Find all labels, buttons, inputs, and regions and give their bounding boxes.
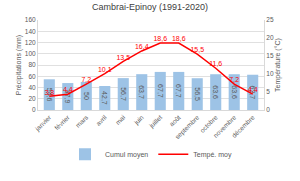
svg-text:Précipitations (mm): Précipitations (mm) (15, 35, 23, 95)
svg-text:11,6: 11,6 (209, 60, 222, 67)
svg-text:100: 100 (25, 50, 36, 57)
svg-text:47,9: 47,9 (64, 90, 71, 104)
svg-text:3,8: 3,8 (44, 89, 54, 96)
svg-text:25: 25 (266, 16, 274, 23)
svg-text:10,1: 10,1 (98, 66, 112, 73)
svg-text:20: 20 (266, 34, 274, 41)
svg-text:4,4: 4,4 (248, 86, 258, 93)
svg-text:20: 20 (28, 95, 36, 102)
svg-text:62,7: 62,7 (249, 85, 256, 99)
svg-text:janvier: janvier (33, 113, 53, 133)
svg-text:63,6: 63,6 (212, 85, 219, 99)
svg-text:160: 160 (25, 16, 36, 23)
svg-text:5: 5 (266, 88, 270, 95)
svg-text:18,6: 18,6 (172, 35, 186, 42)
svg-text:54,6: 54,6 (46, 88, 53, 102)
svg-text:avril: avril (94, 113, 108, 127)
svg-text:novembre: novembre (212, 113, 238, 139)
svg-text:décembre: décembre (230, 113, 256, 139)
svg-text:7,2: 7,2 (229, 76, 239, 83)
svg-text:15: 15 (266, 52, 274, 59)
svg-text:août: août (168, 113, 182, 127)
svg-text:7,2: 7,2 (81, 76, 91, 83)
svg-text:40: 40 (28, 84, 36, 91)
svg-text:42,7: 42,7 (101, 91, 108, 105)
svg-text:80: 80 (28, 61, 36, 68)
svg-text:56,5: 56,5 (194, 87, 201, 101)
svg-text:février: février (53, 113, 71, 131)
svg-text:15,5: 15,5 (190, 46, 204, 53)
svg-text:mai: mai (114, 114, 126, 126)
svg-text:120: 120 (25, 39, 36, 46)
svg-text:Tempé. moy: Tempé. moy (193, 151, 232, 159)
svg-text:56,7: 56,7 (120, 87, 127, 101)
svg-text:Température (°C): Température (°C) (274, 38, 282, 92)
svg-text:Cumul moyen: Cumul moyen (105, 151, 148, 159)
svg-text:18,6: 18,6 (153, 35, 167, 42)
svg-text:63,6: 63,6 (231, 85, 238, 99)
svg-text:Cambrai-Epinoy (1991-2020): Cambrai-Epinoy (1991-2020) (92, 2, 208, 12)
svg-text:67,7: 67,7 (157, 84, 164, 98)
svg-text:60: 60 (28, 73, 36, 80)
svg-text:50: 50 (83, 92, 90, 100)
svg-text:67,7: 67,7 (175, 84, 182, 98)
svg-text:4,4: 4,4 (63, 86, 73, 93)
svg-text:63,7: 63,7 (138, 85, 145, 99)
svg-text:10: 10 (266, 70, 274, 77)
svg-text:octobre: octobre (198, 113, 219, 134)
svg-text:13,5: 13,5 (116, 54, 130, 61)
svg-text:16,4: 16,4 (135, 43, 149, 50)
svg-text:0: 0 (266, 106, 270, 113)
svg-text:juin: juin (132, 113, 146, 127)
svg-text:0: 0 (32, 106, 36, 113)
svg-text:septembre: septembre (174, 113, 202, 141)
svg-text:mars: mars (74, 113, 90, 129)
svg-text:juillet: juillet (147, 113, 164, 130)
svg-text:140: 140 (25, 28, 36, 35)
